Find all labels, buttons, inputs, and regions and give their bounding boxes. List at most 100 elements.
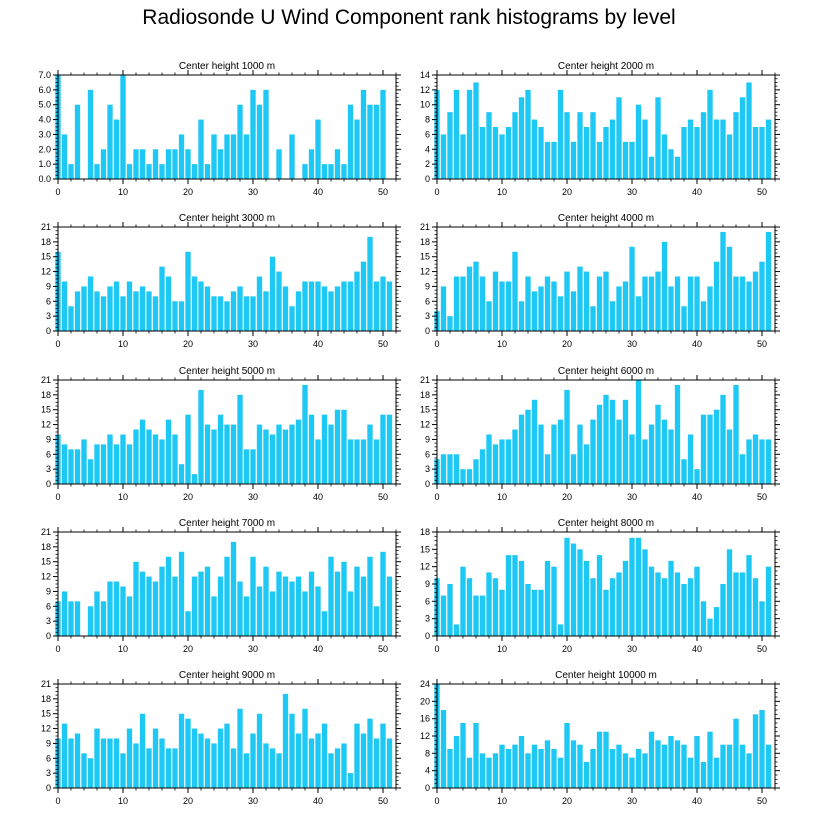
- histogram-bar: [687, 578, 694, 636]
- histogram-bar: [191, 164, 198, 179]
- x-tick-label: 10: [118, 796, 128, 806]
- histogram-bar: [185, 718, 191, 788]
- x-tick-label: 50: [757, 796, 767, 806]
- histogram-bar: [107, 581, 113, 636]
- histogram-bar: [681, 584, 687, 636]
- y-tick-label: 18: [41, 237, 51, 247]
- histogram-bar: [165, 149, 172, 179]
- y-tick-label: 3: [46, 768, 51, 778]
- x-tick-label: 10: [118, 492, 128, 502]
- histogram-bar: [648, 731, 655, 788]
- histogram-bar: [152, 296, 159, 331]
- x-tick-label: 40: [692, 339, 702, 349]
- y-tick-label: 6: [425, 596, 430, 606]
- histogram-bar: [198, 733, 204, 788]
- histogram-bar: [295, 291, 302, 331]
- histogram-bar: [518, 301, 525, 331]
- histogram-bar: [211, 596, 217, 636]
- x-tick-label: 20: [562, 492, 572, 502]
- histogram-panel: Center height 7000 m 0 3 6 9 12 15 18 21 0 10 20 30 4…: [41, 518, 401, 654]
- y-tick-label: 3: [425, 311, 430, 321]
- histogram-bar: [373, 738, 380, 788]
- y-tick-label: 18: [420, 237, 430, 247]
- histogram-bar: [100, 296, 107, 331]
- histogram-bar: [113, 444, 120, 484]
- histogram-bar: [159, 164, 165, 179]
- y-tick-label: 7.0: [38, 70, 51, 80]
- histogram-bar: [354, 439, 360, 484]
- histogram-bar: [622, 753, 629, 788]
- histogram-bar: [315, 733, 321, 788]
- histogram-bar: [191, 728, 198, 788]
- x-tick-label: 0: [55, 187, 60, 197]
- histogram-bar: [681, 744, 687, 788]
- histogram-bar: [178, 551, 185, 636]
- x-tick-label: 50: [757, 339, 767, 349]
- histogram-bar: [700, 762, 707, 788]
- x-tick-label: 50: [378, 492, 388, 502]
- histogram-bar: [765, 566, 772, 636]
- histogram-bar: [230, 541, 237, 636]
- histogram-bar: [165, 419, 172, 484]
- histogram-bar: [120, 586, 126, 636]
- histogram-bar: [564, 389, 570, 484]
- histogram-bar: [759, 439, 765, 484]
- histogram-bar: [237, 581, 243, 636]
- histogram-bar: [473, 723, 479, 788]
- histogram-bar: [596, 404, 603, 484]
- x-tick-label: 0: [55, 339, 60, 349]
- histogram-bar: [211, 429, 217, 484]
- histogram-bar: [354, 566, 360, 636]
- histogram-bar: [87, 758, 94, 788]
- histogram-bar: [707, 286, 713, 331]
- histogram-bar: [609, 749, 616, 788]
- histogram-bar: [707, 414, 713, 484]
- histogram-bar: [133, 291, 139, 331]
- histogram-bar: [590, 578, 596, 636]
- histogram-bar: [544, 276, 551, 331]
- histogram-bar: [622, 560, 629, 636]
- histogram-bar: [172, 301, 178, 331]
- x-tick-label: 20: [562, 339, 572, 349]
- histogram-bar: [726, 429, 733, 484]
- histogram-bar: [139, 713, 146, 788]
- y-tick-label: 12: [420, 562, 430, 572]
- histogram-bar: [453, 89, 460, 179]
- histogram-bar: [739, 572, 746, 636]
- x-tick-label: 20: [183, 339, 193, 349]
- histogram-bar: [681, 127, 687, 179]
- histogram-bar: [126, 596, 133, 636]
- histogram-bar: [360, 439, 367, 484]
- histogram-bar: [107, 738, 113, 788]
- histogram-bar: [629, 434, 635, 484]
- histogram-bar: [334, 286, 341, 331]
- histogram-bar: [538, 589, 544, 636]
- y-tick-label: 6.0: [38, 85, 51, 95]
- y-tick-label: 12: [420, 731, 430, 741]
- histogram-bar: [674, 740, 681, 788]
- histogram-bar: [629, 537, 635, 636]
- y-tick-label: 0: [425, 783, 430, 793]
- y-tick-label: 3: [46, 311, 51, 321]
- histogram-bar: [466, 469, 473, 484]
- x-tick-label: 10: [497, 796, 507, 806]
- histogram-bar: [518, 97, 525, 179]
- x-tick-label: 10: [497, 187, 507, 197]
- histogram-bar: [752, 127, 759, 179]
- histogram-bar: [74, 733, 81, 788]
- histogram-bar: [243, 753, 250, 788]
- x-tick-label: 40: [313, 339, 323, 349]
- histogram-bar: [152, 581, 159, 636]
- histogram-bar: [525, 409, 531, 484]
- histogram-bar: [133, 429, 139, 484]
- histogram-bar: [616, 286, 622, 331]
- histogram-bar: [100, 149, 107, 179]
- y-tick-label: 6: [425, 449, 430, 459]
- histogram-bar: [367, 718, 373, 788]
- x-tick-label: 50: [378, 339, 388, 349]
- histogram-bar: [302, 708, 308, 788]
- histogram-bar: [746, 753, 752, 788]
- histogram-bar: [466, 578, 473, 636]
- histogram-bar: [564, 271, 570, 331]
- y-tick-label: 14: [420, 70, 430, 80]
